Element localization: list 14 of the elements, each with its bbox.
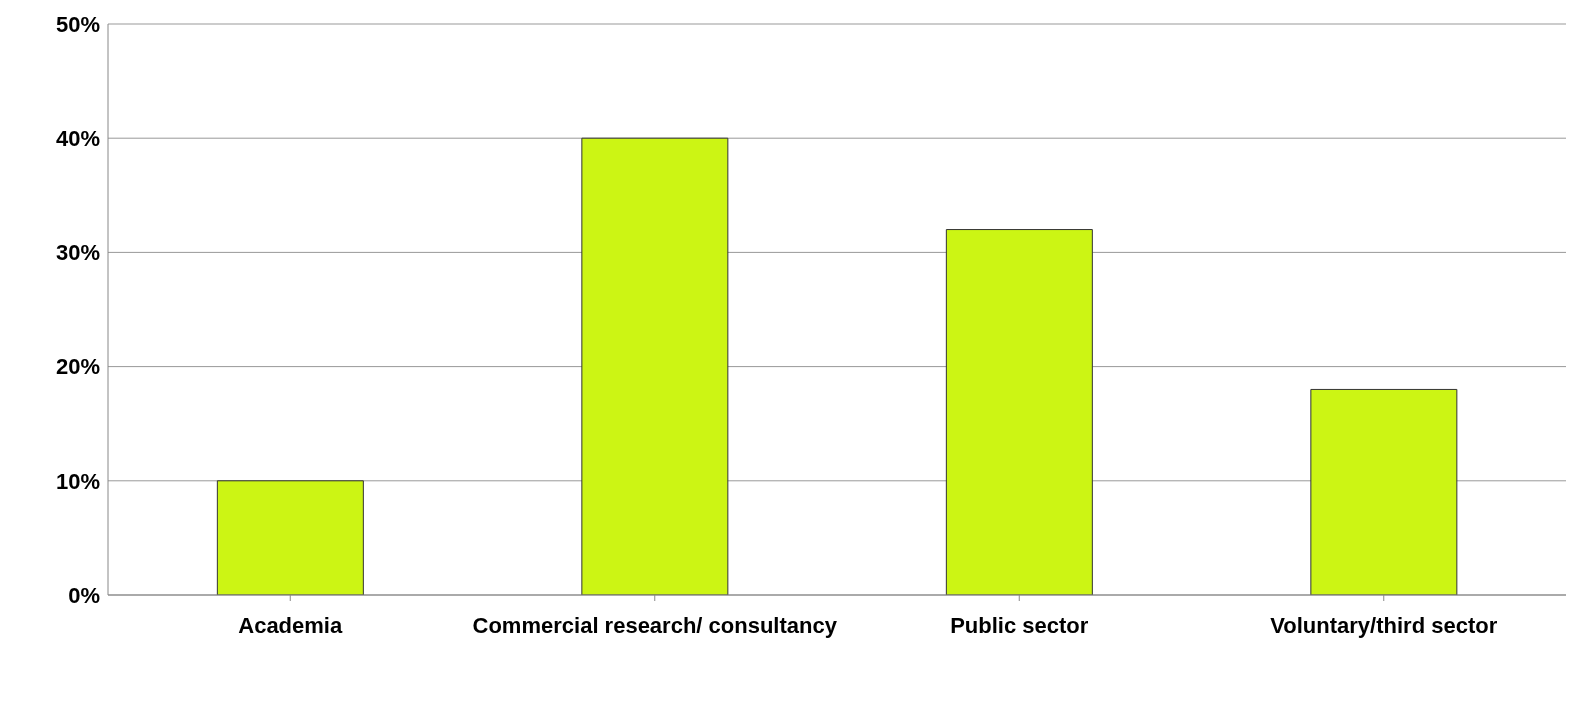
bar (1310, 388, 1458, 595)
bar (581, 137, 729, 595)
y-tick-label: 20% (55, 354, 100, 380)
x-tick-label: Public sector (950, 612, 1089, 638)
x-tick-label: Academia (238, 612, 343, 638)
x-tick-label: Voluntary/third sector (1270, 612, 1498, 638)
x-tick-label: Commercial research/ consultancy (472, 612, 838, 638)
bar (945, 229, 1093, 595)
y-tick-label: 30% (55, 240, 100, 266)
y-tick-label: 50% (55, 11, 100, 37)
y-tick-label: 40% (55, 126, 100, 152)
y-tick-label: 0% (68, 582, 100, 608)
y-tick-label: 10% (55, 468, 100, 494)
bar (216, 480, 364, 595)
